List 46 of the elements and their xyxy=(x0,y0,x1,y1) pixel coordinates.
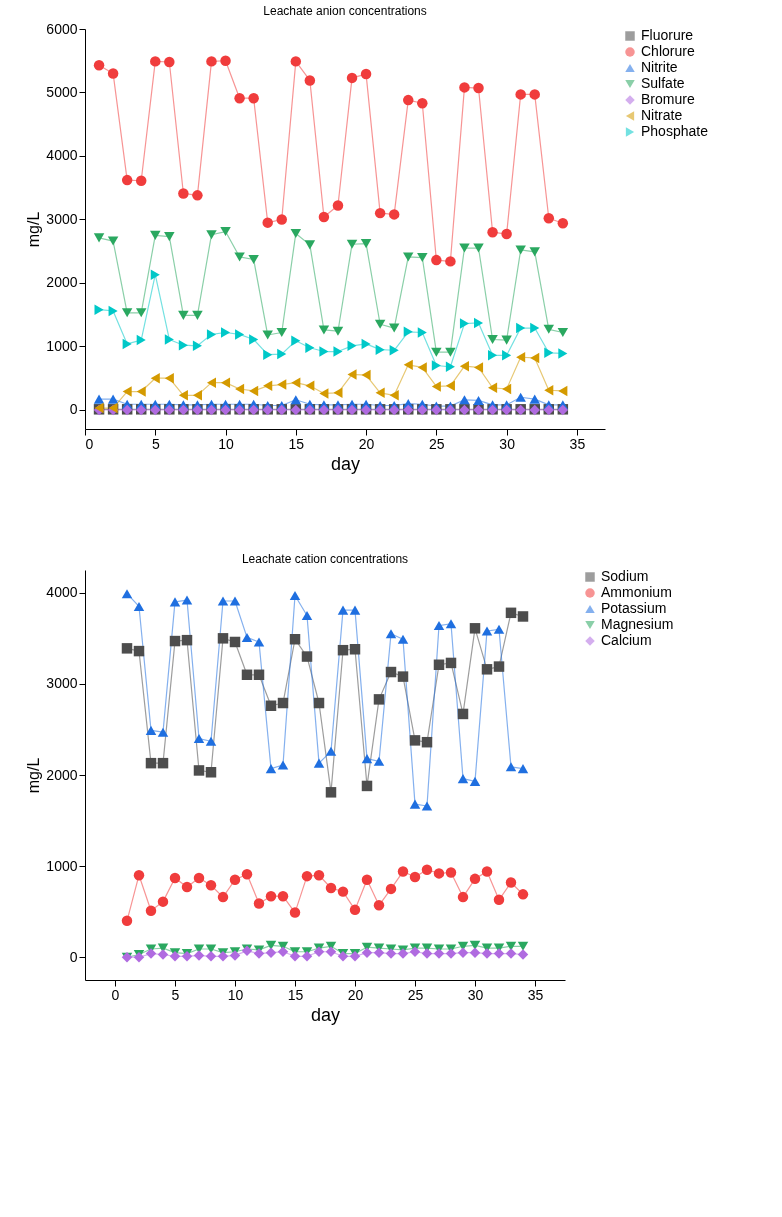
x-tick-label: 10 xyxy=(227,986,244,1003)
x-axis-title: day xyxy=(310,1004,341,1025)
x-tick-label: 10 xyxy=(218,435,235,452)
legend-label: Nitrite xyxy=(641,59,678,75)
x-tick-label: 15 xyxy=(287,986,304,1003)
x-tick-label: 30 xyxy=(467,986,484,1003)
y-tick-label: 4000 xyxy=(46,584,78,601)
x-axis-title: day xyxy=(330,453,361,474)
legend-label: Calcium xyxy=(601,632,652,648)
legend-label: Bromure xyxy=(641,91,695,107)
y-tick-label: 5000 xyxy=(46,83,78,100)
x-tick-label: 15 xyxy=(288,435,305,452)
y-tick-label: 4000 xyxy=(46,147,78,164)
y-tick-label: 6000 xyxy=(46,20,78,37)
y-tick-label: 0 xyxy=(69,401,78,418)
x-tick-label: 20 xyxy=(358,435,375,452)
x-tick-label: 20 xyxy=(347,986,364,1003)
x-tick-label: 0 xyxy=(85,435,94,452)
x-tick-label: 30 xyxy=(499,435,516,452)
legend-label: Ammonium xyxy=(601,584,672,600)
legend-label: Nitrate xyxy=(641,107,683,123)
x-tick-label: 25 xyxy=(429,435,445,452)
y-tick-label: 1000 xyxy=(46,337,78,354)
x-tick-label: 0 xyxy=(111,986,120,1003)
x-tick-label: 5 xyxy=(151,435,160,452)
legend-label: Chlorure xyxy=(641,43,695,59)
y-tick-label: 2000 xyxy=(46,274,78,291)
x-tick-label: 35 xyxy=(569,435,586,452)
legend-label: Phosphate xyxy=(641,123,709,139)
legend-label: Sodium xyxy=(601,568,649,584)
y-tick-label: 3000 xyxy=(46,210,78,227)
chart-title: Leachate cation concentrations xyxy=(241,552,409,566)
x-tick-label: 25 xyxy=(407,986,424,1003)
legend-label: Magnesium xyxy=(601,616,674,632)
legend-label: Fluorure xyxy=(641,27,694,43)
y-tick-label: 2000 xyxy=(46,766,78,783)
legend-label: Potassium xyxy=(601,600,667,616)
y-axis-title: mg/L xyxy=(25,757,43,794)
y-axis-title: mg/L xyxy=(25,211,43,248)
y-tick-label: 3000 xyxy=(46,675,78,692)
y-tick-label: 1000 xyxy=(46,857,78,874)
y-tick-label: 0 xyxy=(69,948,78,965)
chart-title: Leachate anion concentrations xyxy=(263,4,427,18)
legend-label: Sulfate xyxy=(641,75,685,91)
x-tick-label: 5 xyxy=(171,986,180,1003)
x-tick-label: 35 xyxy=(527,986,544,1003)
